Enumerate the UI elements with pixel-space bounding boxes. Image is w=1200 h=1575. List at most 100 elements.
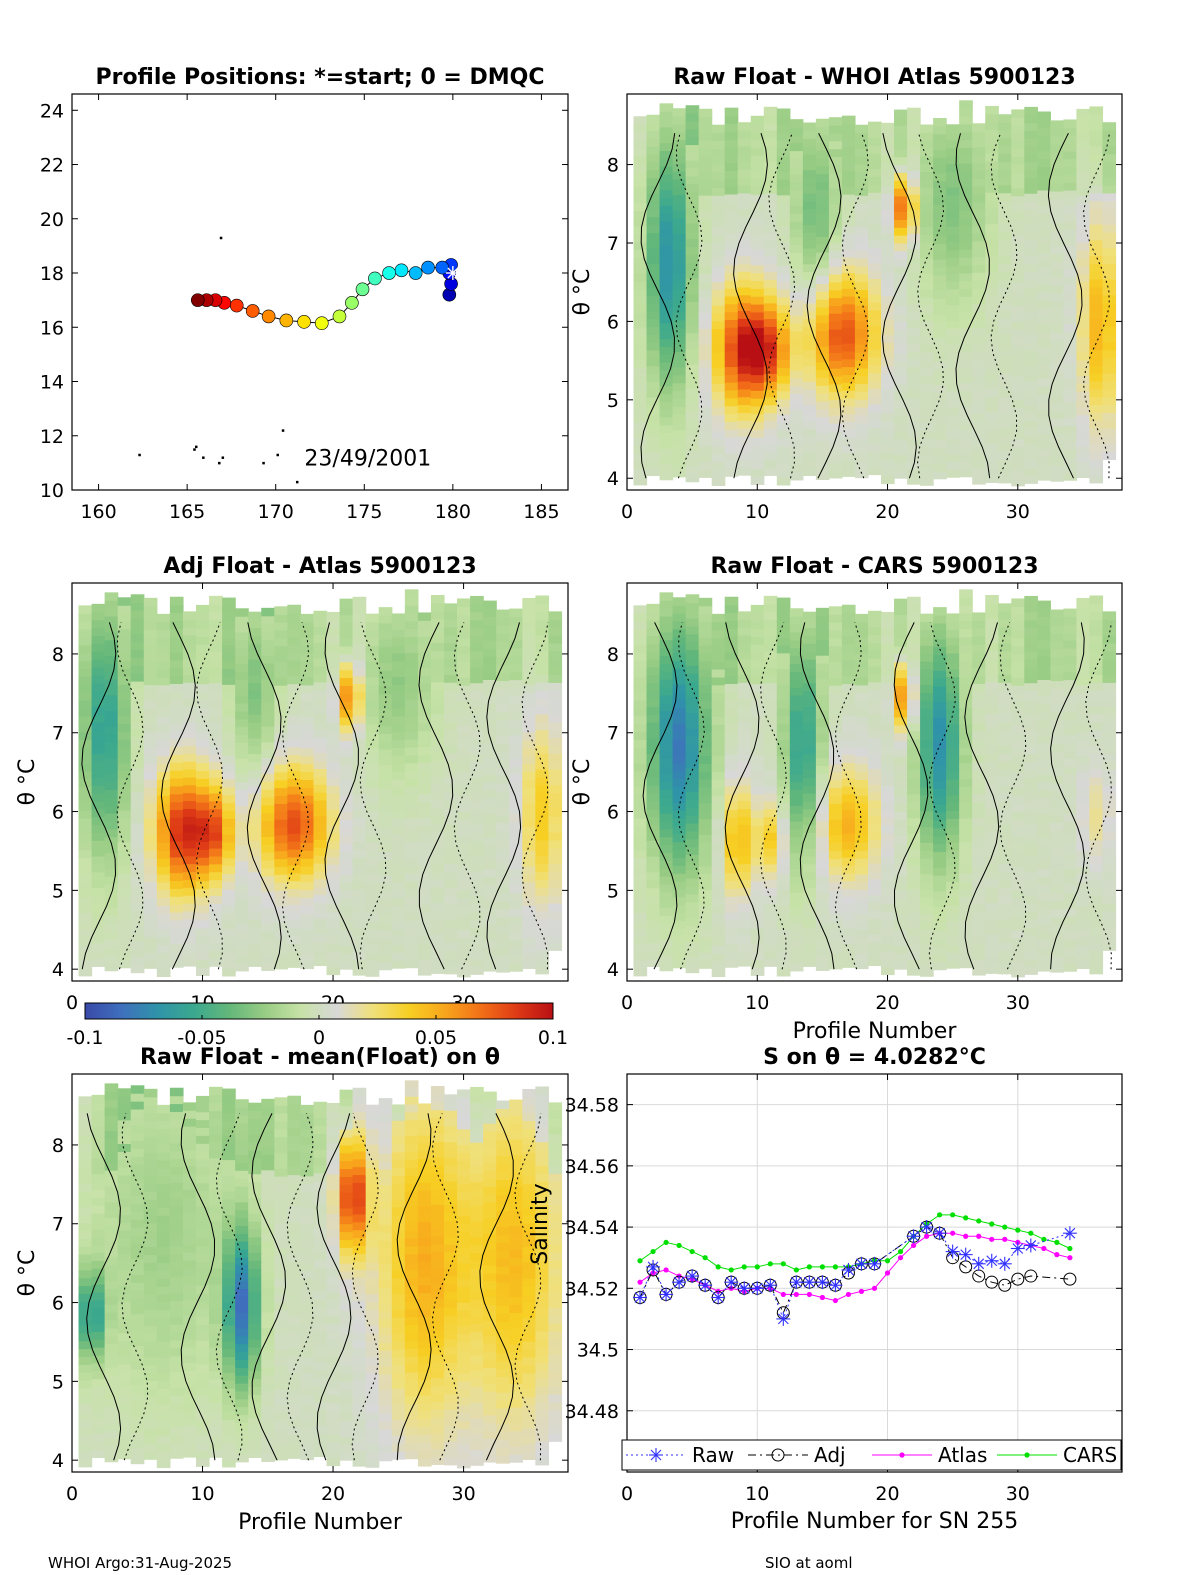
heatmap-cell — [750, 115, 765, 125]
heatmap-cell — [483, 655, 497, 665]
heatmap-cell — [750, 746, 765, 756]
heatmap-cell — [933, 678, 947, 687]
heatmap-cell — [802, 342, 817, 351]
heatmap-cell — [509, 632, 523, 641]
heatmap-cell — [222, 605, 236, 614]
heatmap-cell — [685, 199, 700, 208]
heatmap-cell — [750, 225, 765, 235]
heatmap-cell — [417, 785, 432, 795]
heatmap-cell — [196, 864, 210, 874]
heatmap-cell — [1050, 457, 1064, 467]
heatmap-cell — [854, 818, 869, 828]
heatmap-cell — [156, 834, 171, 844]
heatmap-cell — [711, 179, 726, 189]
heatmap-cell — [313, 957, 328, 967]
heatmap-cell — [841, 343, 856, 352]
heatmap-cell — [828, 653, 843, 663]
heatmap-cell — [483, 797, 497, 807]
heatmap-cell — [998, 357, 1012, 366]
heatmap-cell — [933, 118, 947, 127]
heatmap-cell — [274, 756, 288, 765]
heatmap-cell — [1037, 197, 1051, 207]
heatmap-cell — [169, 793, 184, 803]
heatmap-cell — [763, 357, 778, 367]
heatmap-cell — [313, 807, 328, 817]
heatmap-cell — [646, 934, 661, 944]
heatmap-cell — [698, 461, 713, 471]
heatmap-cell — [815, 236, 830, 245]
heatmap-cell — [698, 684, 713, 693]
heatmap-cell — [1063, 213, 1078, 222]
heatmap-cell — [907, 912, 921, 921]
heatmap-cell — [535, 942, 550, 951]
heatmap-cell — [659, 781, 674, 790]
heatmap-cell — [509, 624, 523, 633]
heatmap-cell — [959, 100, 973, 109]
heatmap-cell — [1102, 255, 1117, 264]
heatmap-cell — [737, 642, 752, 652]
heatmap-cell — [1063, 291, 1078, 301]
heatmap-cell — [659, 765, 674, 775]
heatmap-cell — [378, 717, 393, 726]
heatmap-cell — [646, 627, 661, 636]
heatmap-cell — [750, 612, 765, 622]
heatmap-cell — [196, 928, 210, 937]
heatmap-cell — [404, 873, 419, 882]
heatmap-cell — [78, 967, 93, 977]
y-tick-label: 4 — [607, 468, 619, 490]
heatmap-cell — [894, 180, 908, 189]
heatmap-cell — [633, 928, 648, 937]
heatmap-cell — [78, 762, 93, 772]
heatmap-cell — [143, 960, 158, 969]
heatmap-cell — [509, 766, 523, 775]
heatmap-cell — [313, 713, 328, 722]
heatmap-cell — [1024, 193, 1038, 202]
heatmap-cell — [789, 868, 804, 877]
heatmap-cell — [470, 942, 484, 952]
heatmap-cell — [1024, 428, 1038, 437]
heatmap-cell — [711, 881, 726, 891]
heatmap-cell — [815, 134, 830, 143]
heatmap-cell — [646, 185, 661, 194]
heatmap-cell — [444, 611, 458, 620]
heatmap-cell — [776, 155, 791, 164]
heatmap-cell — [841, 241, 856, 250]
heatmap-cell — [698, 124, 713, 133]
heatmap-cell — [496, 609, 510, 619]
heatmap-cell — [946, 739, 960, 749]
heatmap-cell — [724, 833, 739, 842]
heatmap-cell — [959, 928, 973, 937]
heatmap-cell — [672, 335, 687, 345]
heatmap-cell — [998, 792, 1012, 801]
heatmap-cell — [633, 327, 648, 337]
heatmap-cell — [117, 652, 132, 661]
heatmap-cell — [933, 748, 947, 758]
heatmap-cell — [182, 855, 197, 865]
heatmap-cell — [130, 799, 145, 808]
heatmap-cell — [802, 722, 817, 731]
heatmap-cell — [920, 391, 934, 400]
heatmap-cell — [483, 844, 497, 854]
heatmap-cell — [985, 839, 999, 848]
heatmap-cell — [182, 674, 197, 683]
heatmap-cell — [737, 130, 752, 139]
heatmap-cell — [659, 608, 674, 617]
heatmap-cell — [802, 451, 817, 461]
heatmap-cell — [933, 788, 947, 797]
heatmap-cell — [1050, 410, 1064, 419]
heatmap-cell — [815, 749, 830, 759]
heatmap-cell — [659, 907, 674, 917]
heatmap-cell — [685, 799, 700, 808]
heatmap-cell — [1024, 130, 1038, 139]
heatmap-cell — [841, 770, 856, 779]
heatmap-cell — [1102, 216, 1117, 225]
heatmap-cell — [496, 680, 510, 689]
heatmap-cell — [894, 953, 908, 962]
heatmap-cell — [352, 809, 367, 819]
heatmap-cell — [143, 597, 158, 607]
heatmap-cell — [854, 708, 869, 717]
heatmap-cell — [946, 202, 960, 212]
heatmap-cell — [196, 675, 210, 685]
heatmap-cell — [711, 454, 726, 463]
heatmap-cell — [117, 865, 132, 874]
